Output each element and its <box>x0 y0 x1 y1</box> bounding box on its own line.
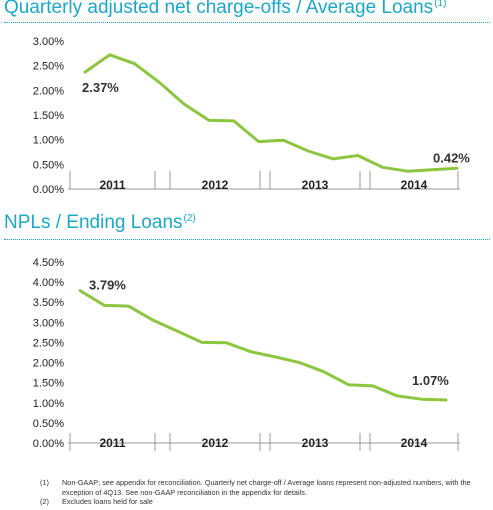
data-label: 2.37% <box>82 80 119 95</box>
series-line <box>83 53 459 173</box>
y-tick-label: 2.50% <box>33 337 64 349</box>
footnote-marker: (1) <box>434 0 447 9</box>
chart-title-npls: NPLs / Ending Loans(2) <box>4 212 196 234</box>
y-tick-label: 2.00% <box>33 85 64 97</box>
footnote-number: (2) <box>40 497 49 506</box>
year-label: 2014 <box>401 436 428 450</box>
year-label: 2012 <box>202 436 229 450</box>
year-label: 2012 <box>202 178 229 192</box>
chart-charge-offs: 3.00% 2.50% 2.00% 1.50% 1.00% 0.50% 0.00% 2011 2… <box>33 36 471 196</box>
chart-npls: 4.50% 4.00% 3.50% 3.00% 2.50% 2.00% 1.50% 1.00%… <box>33 257 460 451</box>
series-line <box>78 289 448 402</box>
y-tick-label: 0.50% <box>33 159 64 171</box>
data-label: 3.79% <box>89 278 126 293</box>
footnote-number: (1) <box>40 478 49 487</box>
y-tick-label: 1.50% <box>33 110 64 122</box>
title-divider <box>4 239 490 240</box>
y-tick-label: 0.00% <box>33 438 64 450</box>
chart-title-text: NPLs / Ending Loans <box>4 212 183 233</box>
data-label: 1.07% <box>412 373 449 388</box>
y-tick-label: 3.50% <box>33 297 64 309</box>
year-label: 2013 <box>302 178 329 192</box>
year-label: 2013 <box>302 436 329 450</box>
year-label: 2011 <box>99 436 125 450</box>
y-tick-label: 3.00% <box>33 36 64 48</box>
title-divider <box>4 22 490 23</box>
footnote-2: (2) Excludes loans held for sale <box>40 497 490 507</box>
y-tick-label: 2.00% <box>33 358 64 370</box>
chart-title-charge-offs: Quarterly adjusted net charge-offs / Ave… <box>4 0 446 19</box>
y-tick-label: 4.50% <box>33 257 64 269</box>
footnote-marker: (2) <box>183 212 196 224</box>
y-tick-label: 2.50% <box>33 61 64 73</box>
footnote-text: Non-GAAP; see appendix for reconciliatio… <box>62 478 471 497</box>
chart-title-text: Quarterly adjusted net charge-offs / Ave… <box>4 0 434 18</box>
y-tick-label: 3.00% <box>33 317 64 329</box>
y-tick-label: 0.00% <box>33 184 64 196</box>
footnote-text: Excludes loans held for sale <box>62 497 153 506</box>
y-tick-label: 4.00% <box>33 277 64 289</box>
data-label: 0.42% <box>433 150 470 165</box>
year-label: 2011 <box>99 178 125 192</box>
year-label: 2014 <box>401 178 428 192</box>
y-tick-label: 1.00% <box>33 135 64 147</box>
y-tick-label: 1.50% <box>33 378 64 390</box>
footnote-1: (1) Non-GAAP; see appendix for reconcili… <box>40 478 490 497</box>
y-tick-label: 1.00% <box>33 398 64 410</box>
footnotes: (1) Non-GAAP; see appendix for reconcili… <box>40 478 490 507</box>
y-tick-label: 0.50% <box>33 418 64 430</box>
